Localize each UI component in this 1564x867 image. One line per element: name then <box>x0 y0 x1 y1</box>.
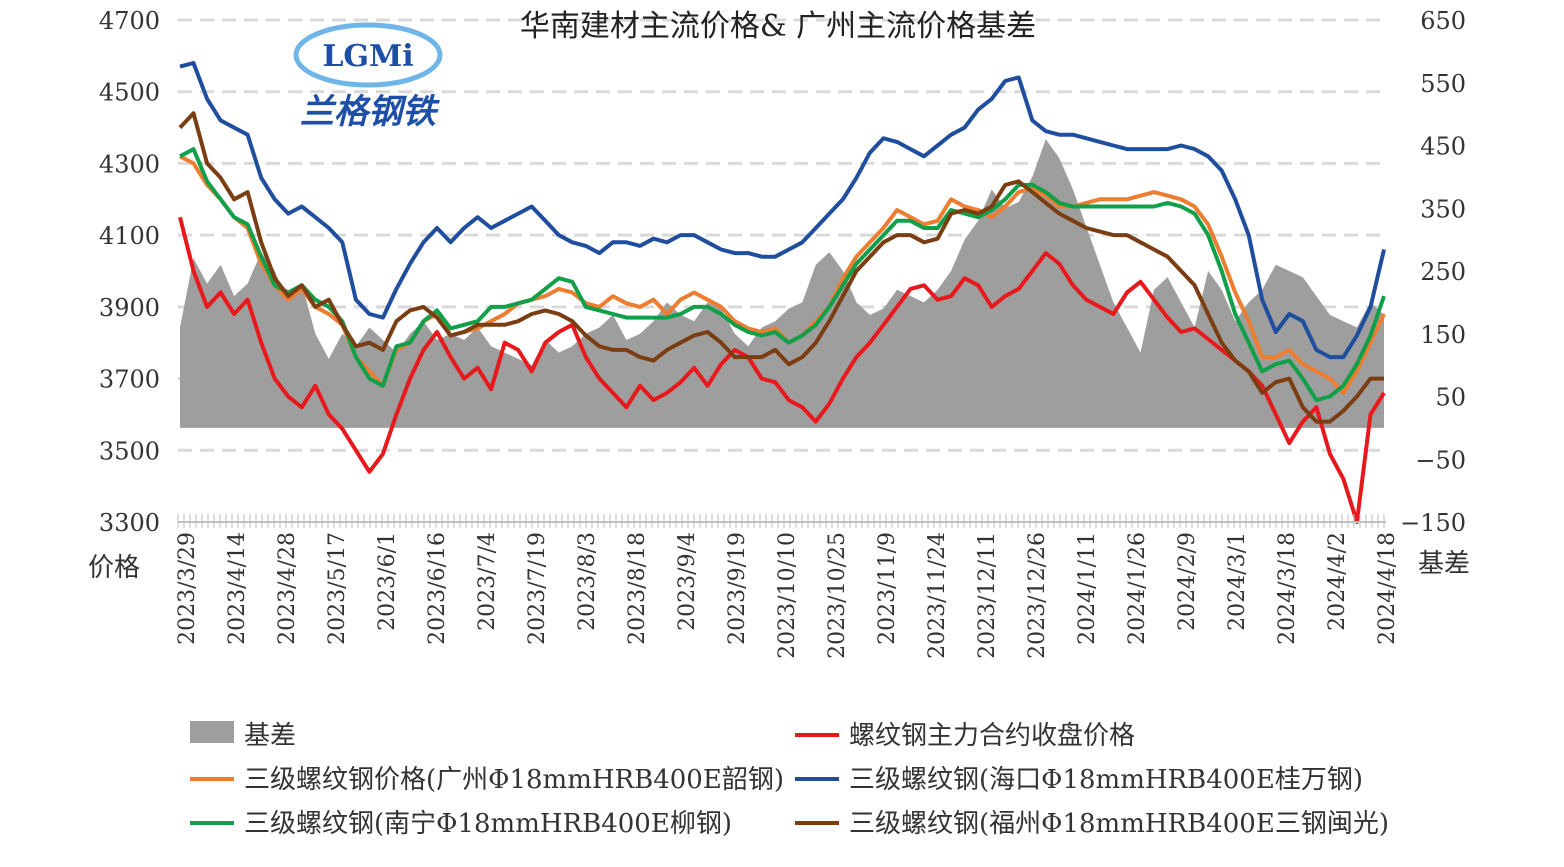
legend-item: 三级螺纹钢(福州Φ18mmHRB400E三钢闽光) <box>795 809 1389 839</box>
y-right-axis-label: 基差 <box>1418 549 1470 579</box>
x-tick-label: 2024/4/18 <box>1375 532 1400 645</box>
x-tick-label: 2023/4/28 <box>275 532 300 645</box>
y-right-tick-label: 550 <box>1420 70 1466 98</box>
y-right-tick-label: 250 <box>1420 258 1466 286</box>
logo: LGMi 兰格钢铁 <box>293 22 443 132</box>
legend-label: 三级螺纹钢(南宁Φ18mmHRB400E柳钢) <box>244 809 732 839</box>
x-tick-label: 2024/4/2 <box>1325 532 1350 631</box>
x-tick-label: 2023/8/3 <box>575 532 600 631</box>
chart-title: 华南建材主流价格& 广州主流价格基差 <box>520 9 1036 44</box>
y-right-tick-label: −50 <box>1415 446 1466 474</box>
y-right-tick-label: 50 <box>1435 384 1466 412</box>
logo-ellipse <box>293 22 443 88</box>
y-right-tick-label: 650 <box>1420 7 1466 35</box>
basis-area-layer <box>180 139 1384 428</box>
series-line-3 <box>179 61 1386 360</box>
y-right-tick-label: 450 <box>1420 133 1466 161</box>
y-left-tick-label: 3300 <box>99 509 160 537</box>
axes-layer <box>177 514 1386 528</box>
legend-item: 三级螺纹钢价格(广州Φ18mmHRB400E韶钢) <box>190 765 784 795</box>
legend-item: 基差 <box>190 721 296 751</box>
x-tick-label: 2024/1/11 <box>1075 532 1100 645</box>
legend-label: 三级螺纹钢价格(广州Φ18mmHRB400E韶钢) <box>244 765 784 795</box>
y-left-tick-label: 4300 <box>99 150 160 178</box>
y-left-tick-label: 4100 <box>99 222 160 250</box>
x-tick-label: 2023/11/24 <box>925 532 950 659</box>
x-tick-label: 2024/1/26 <box>1125 532 1150 645</box>
series-line-5 <box>178 111 1384 424</box>
basis-area <box>180 139 1384 428</box>
x-tick-label: 2023/7/19 <box>525 532 550 645</box>
ticks-layer: 3300 3500 3700 3900 4100 4300 4500 4700 −150 −50 5… <box>99 7 1466 659</box>
x-tick-label: 2023/12/11 <box>975 532 1000 659</box>
logo-text: LGMi <box>322 39 413 74</box>
y-left-tick-label: 4500 <box>99 79 160 107</box>
y-left-tick-label: 3500 <box>99 437 160 465</box>
x-tick-label: 2023/9/19 <box>725 532 750 645</box>
x-tick-label: 2023/5/17 <box>325 532 350 645</box>
x-tick-label: 2023/12/26 <box>1025 532 1050 659</box>
legend-label: 螺纹钢主力合约收盘价格 <box>849 721 1135 751</box>
x-tick-label: 2023/7/4 <box>475 532 500 631</box>
legend-label: 基差 <box>244 721 296 751</box>
x-tick-label: 2024/3/18 <box>1275 532 1300 645</box>
x-tick-label: 2023/8/18 <box>625 532 650 645</box>
legend-item: 螺纹钢主力合约收盘价格 <box>795 721 1135 751</box>
legend-item: 三级螺纹钢(南宁Φ18mmHRB400E柳钢) <box>190 809 732 839</box>
x-tick-label: 2023/3/29 <box>175 532 200 645</box>
x-tick-label: 2023/9/4 <box>675 532 700 631</box>
x-tick-label: 2023/4/14 <box>225 532 250 645</box>
y-right-tick-label: 150 <box>1420 321 1466 349</box>
y-left-tick-label: 4700 <box>99 7 160 35</box>
y-left-axis-label: 价格 <box>88 553 140 583</box>
series-line-1 <box>178 216 1386 524</box>
series-line-4 <box>179 147 1386 403</box>
x-tick-label: 2023/10/25 <box>825 532 850 659</box>
series-lines-layer <box>178 61 1386 524</box>
y-right-tick-label: −150 <box>1400 509 1466 537</box>
logo-subtitle: 兰格钢铁 <box>300 92 440 132</box>
x-tick-label: 2023/6/16 <box>425 532 450 645</box>
legend-swatch <box>190 721 234 743</box>
legend-label: 三级螺纹钢(海口Φ18mmHRB400E桂万钢) <box>849 765 1363 795</box>
x-tick-label: 2023/10/10 <box>775 532 800 659</box>
legend-item: 三级螺纹钢(海口Φ18mmHRB400E桂万钢) <box>795 765 1363 795</box>
x-tick-label: 2024/3/1 <box>1225 532 1250 631</box>
x-tick-label: 2023/6/1 <box>375 532 400 631</box>
legend-label: 三级螺纹钢(福州Φ18mmHRB400E三钢闽光) <box>849 809 1389 839</box>
y-left-tick-label: 3700 <box>99 366 160 394</box>
x-tick-label: 2023/11/9 <box>875 532 900 645</box>
x-tick-label: 2024/2/9 <box>1175 532 1200 631</box>
y-right-tick-label: 350 <box>1420 195 1466 223</box>
y-left-tick-label: 3900 <box>99 294 160 322</box>
